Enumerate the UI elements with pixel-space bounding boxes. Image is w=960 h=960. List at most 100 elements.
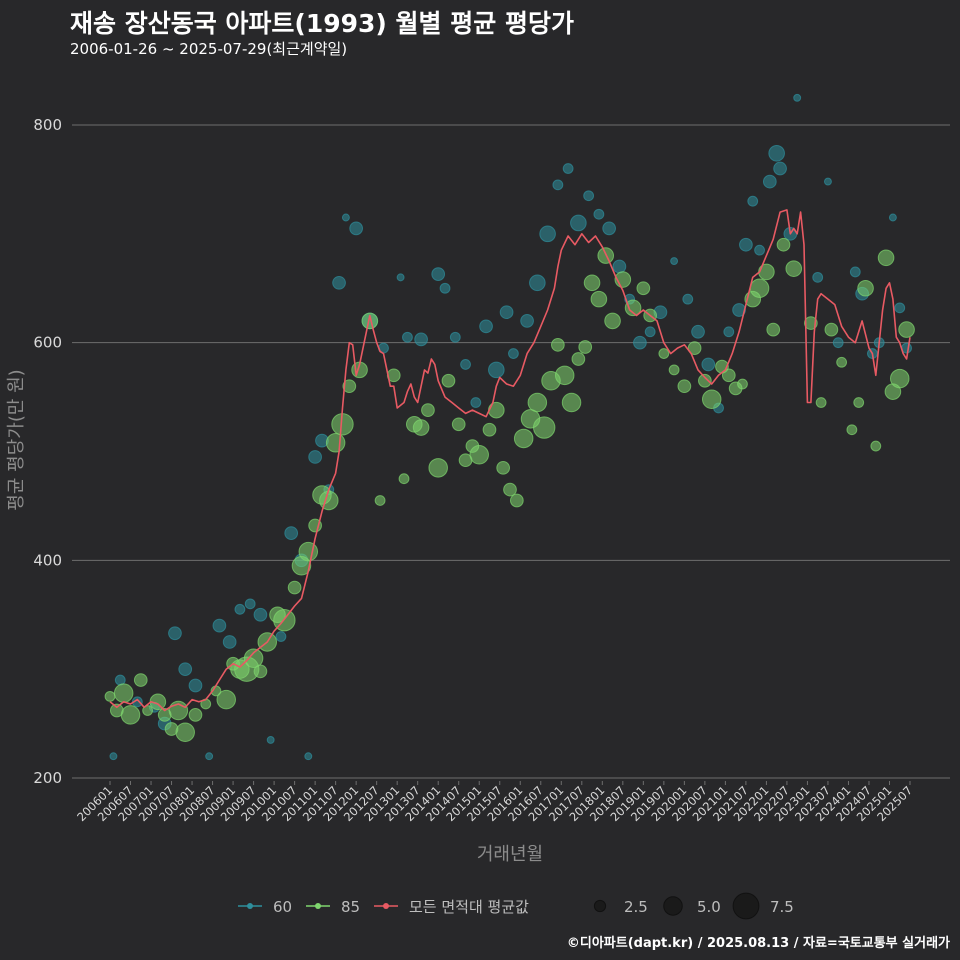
data-point — [815, 397, 827, 408]
data-point — [889, 368, 910, 389]
data-point — [870, 440, 882, 452]
data-point — [578, 340, 593, 354]
chart-title: 재송 장산동국 아파트(1993) 월별 평균 평당가 — [70, 9, 574, 38]
legend-size-label: 7.5 — [770, 898, 794, 916]
data-point — [888, 213, 897, 222]
data-point — [244, 598, 256, 610]
data-point — [898, 321, 915, 338]
data-point — [275, 631, 287, 642]
data-point — [846, 424, 858, 436]
data-point — [396, 273, 405, 282]
data-point — [785, 260, 803, 277]
legend-key-dot — [315, 903, 321, 909]
data-point — [342, 379, 357, 394]
data-point — [754, 244, 765, 256]
data-point — [721, 368, 736, 383]
data-point — [503, 482, 517, 497]
data-point — [188, 678, 203, 693]
data-point — [253, 607, 268, 622]
data-point — [374, 495, 386, 506]
data-point — [109, 752, 118, 761]
data-point — [552, 179, 564, 191]
data-point — [636, 281, 651, 296]
data-point — [168, 626, 182, 641]
data-point — [421, 403, 435, 417]
chart-subtitle: 2006-01-26 ~ 2025-07-29(최근계약일) — [70, 40, 348, 58]
data-point — [341, 213, 350, 222]
data-point — [570, 214, 587, 232]
data-point — [701, 357, 716, 372]
data-point — [349, 221, 364, 236]
data-point — [142, 705, 154, 716]
data-point — [682, 293, 694, 305]
data-point — [877, 249, 895, 267]
data-point — [133, 673, 148, 687]
data-point — [602, 221, 616, 236]
data-point — [766, 322, 781, 337]
data-point — [857, 279, 874, 297]
data-point — [562, 163, 574, 174]
data-point — [804, 316, 818, 330]
data-point — [527, 392, 548, 413]
data-point — [104, 690, 116, 702]
data-point — [488, 361, 505, 379]
data-point — [308, 450, 322, 464]
data-point — [698, 373, 712, 388]
data-point — [561, 392, 582, 413]
data-point — [439, 282, 451, 294]
data-point — [175, 722, 195, 743]
data-point — [509, 493, 524, 508]
data-point — [529, 274, 546, 292]
data-point — [532, 416, 556, 439]
y-tick-label: 800 — [33, 116, 62, 134]
average-line — [109, 209, 911, 712]
data-point — [412, 419, 430, 436]
data-point — [222, 635, 237, 649]
data-point — [332, 275, 346, 290]
data-point — [496, 460, 511, 475]
legend-key-dot — [247, 903, 253, 909]
data-point — [499, 305, 514, 320]
y-tick-label: 200 — [33, 769, 62, 787]
y-axis-title: 평균 평당가(만 원) — [6, 369, 27, 510]
data-point — [479, 319, 493, 334]
legend-size-label: 2.5 — [624, 898, 648, 916]
data-point — [644, 326, 656, 338]
data-point — [216, 689, 236, 710]
data-point — [732, 303, 746, 317]
data-point — [402, 331, 413, 343]
data-point — [551, 337, 565, 352]
legend-size-circle — [593, 899, 607, 913]
data-point — [441, 373, 456, 388]
data-point — [113, 683, 134, 703]
data-point — [469, 445, 489, 465]
data-point — [836, 356, 848, 368]
data-point — [747, 195, 759, 207]
data-point — [590, 290, 608, 308]
data-point — [824, 322, 839, 337]
data-point — [212, 618, 227, 633]
data-point — [832, 337, 844, 349]
legend-series-label: 60 — [273, 898, 292, 916]
source-caption: ©디아파트(dapt.kr) / 2025.08.13 / 자료=국토교통부 실… — [566, 936, 950, 951]
data-point — [451, 417, 466, 432]
data-point — [571, 352, 586, 366]
data-point — [449, 331, 461, 343]
data-point — [325, 433, 346, 453]
data-point — [677, 379, 692, 394]
data-point — [762, 174, 777, 189]
data-point — [583, 190, 595, 202]
data-point — [319, 490, 339, 511]
grid-lines — [72, 124, 950, 779]
data-point — [793, 93, 802, 102]
data-point — [737, 378, 748, 390]
data-point — [266, 735, 275, 744]
data-point — [624, 299, 642, 317]
y-tick-label: 600 — [33, 334, 62, 352]
data-point — [234, 603, 246, 615]
data-point — [508, 348, 519, 359]
data-point — [470, 397, 482, 408]
x-axis-ticks: 2006012006072007012007072008012008072009… — [74, 781, 915, 824]
data-point — [773, 161, 787, 176]
